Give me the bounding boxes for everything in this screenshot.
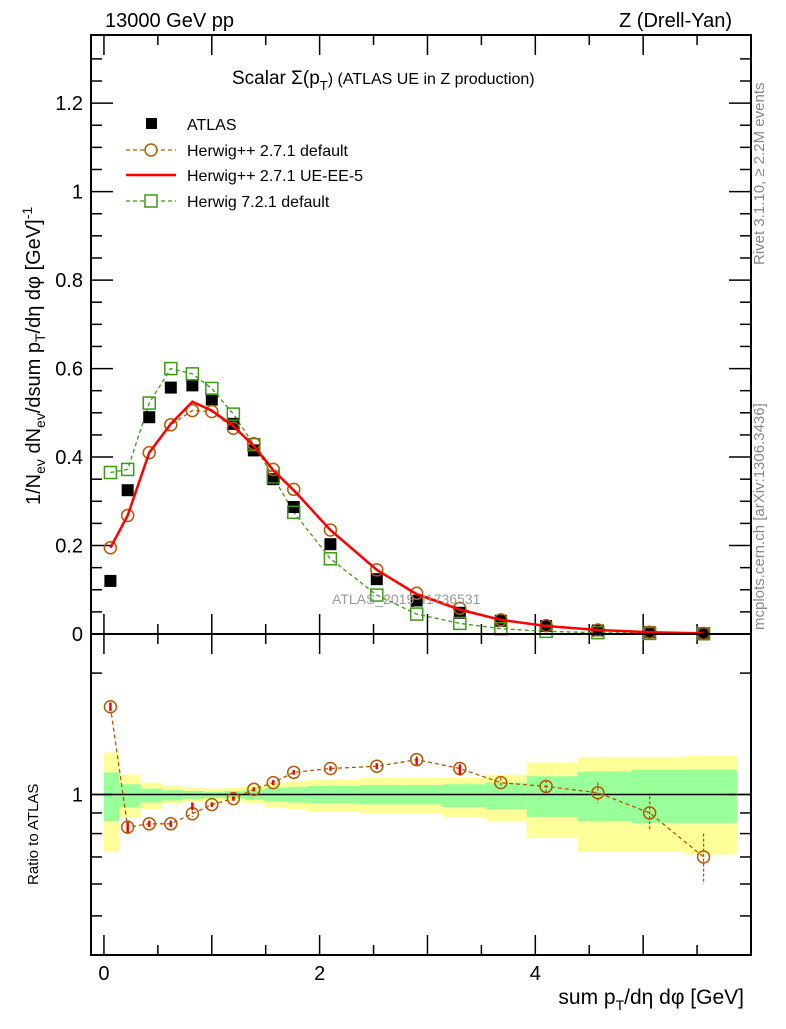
point-herwig7: [453, 616, 467, 631]
band-inner: [526, 776, 578, 817]
point-herwig7: [286, 505, 301, 520]
legend-label-atlas: ATLAS: [187, 117, 237, 134]
ratio-point-herwigpp-default: [120, 820, 135, 834]
point-atlas: [104, 574, 117, 587]
point-atlas: [143, 411, 156, 424]
data-marks: [103, 361, 711, 884]
point-herwigpp-default: [266, 462, 281, 477]
y-tick-label: 0.6: [55, 359, 83, 381]
ratio-frame: [90, 633, 752, 956]
point-herwigpp-default: [226, 421, 241, 436]
point-atlas: [186, 379, 199, 392]
band-inner: [631, 770, 684, 823]
point-atlas: [370, 573, 383, 586]
legend-marker-hpp-default: [144, 143, 158, 157]
point-herwig7: [142, 396, 156, 410]
band-inner: [119, 784, 141, 808]
point-herwig7: [370, 588, 384, 602]
point-herwigpp-default: [142, 445, 156, 460]
legend-marker-atlas: [146, 118, 157, 129]
legend-label-h7: Herwig 7.2.1 default: [187, 194, 330, 211]
point-atlas: [267, 473, 280, 486]
point-herwig7: [164, 361, 178, 376]
point-herwigpp-default: [103, 540, 118, 555]
watermark: ATLAS_2019_I1736531: [332, 591, 481, 607]
legend: ATLAS Herwig++ 2.7.1 default Herwig++ 2.…: [126, 117, 363, 211]
band-inner: [103, 772, 120, 821]
y-tick-label: 0.8: [55, 270, 83, 292]
ratio-point-herwigpp-default: [226, 791, 241, 806]
header-left: 13000 GeV pp: [105, 10, 234, 32]
point-herwigpp-default: [409, 586, 424, 601]
ratio-point-herwigpp-default: [494, 775, 508, 790]
band-inner: [442, 784, 486, 808]
band-inner: [162, 790, 183, 801]
point-herwig7: [120, 462, 135, 477]
ratio-point-herwigpp-default: [370, 759, 384, 774]
ratio-point-herwigpp-default: [323, 761, 338, 776]
x-tick-label: 4: [530, 963, 541, 985]
x-axis-label: sum pT/dη dφ [GeV]: [558, 986, 744, 1013]
ratio-point-herwigpp-default: [286, 765, 301, 780]
point-herwigpp-default: [247, 437, 261, 451]
point-atlas: [164, 381, 177, 394]
point-herwigpp-default: [286, 482, 301, 497]
ratio-y-tick-label: 1: [72, 785, 83, 807]
point-herwigpp-default: [120, 508, 135, 523]
y-tick-label: 0: [72, 624, 83, 646]
band-inner: [683, 770, 737, 823]
y-tick-label: 1: [72, 182, 83, 204]
point-atlas: [205, 393, 218, 406]
point-herwig7: [205, 381, 219, 396]
ratio-point-herwigpp-default: [205, 797, 219, 812]
ratio-point-herwigpp-default: [103, 700, 118, 714]
ratio-point-herwigpp-default: [142, 817, 156, 831]
line-herwigpp-ueee5: [109, 400, 704, 635]
plot-title: Scalar Σ(pT) (ATLAS UE in Z production): [232, 68, 535, 93]
y-tick-label: 0.4: [55, 447, 83, 469]
y-tick-label: 0.2: [55, 536, 83, 558]
point-herwig7: [103, 465, 118, 480]
point-herwigpp-default: [185, 403, 200, 418]
legend-label-hpp-ueee5: Herwig++ 2.7.1 UE-EE-5: [187, 168, 363, 185]
legend-marker-h7: [144, 194, 158, 208]
point-atlas: [324, 538, 337, 551]
point-herwig7: [409, 607, 424, 621]
ratio-point-herwigpp-default: [642, 806, 657, 820]
ratio-point-herwigpp-default: [539, 779, 553, 794]
main-y-axis-label: 1/Nev dNev/dsum pT/dη dφ [GeV]-1: [19, 207, 48, 505]
ratio-point-herwigpp-default: [409, 752, 424, 767]
x-tick-label: 2: [314, 963, 325, 985]
ratio-uncertainty-bands: [103, 752, 737, 855]
band-inner: [485, 782, 527, 810]
point-herwigpp-default: [323, 523, 338, 537]
side-label-mcplots: mcplots.cern.ch [arXiv:1306.3436]: [751, 403, 768, 630]
ratio-point-herwigpp-default: [591, 786, 605, 800]
point-herwig7: [226, 407, 241, 421]
ratio-point-herwigpp-default: [247, 782, 261, 797]
legend-label-hpp-default: Herwig++ 2.7.1 default: [187, 143, 349, 160]
point-herwigpp-default: [205, 404, 219, 419]
side-label-rivet: Rivet 3.1.10, ≥ 2.2M events: [751, 83, 768, 266]
band-inner: [577, 771, 632, 821]
ratio-point-herwigpp-default: [266, 775, 281, 790]
point-atlas: [121, 484, 134, 497]
ratio-point-herwigpp-default: [696, 850, 711, 864]
point-herwig7: [185, 367, 200, 381]
ratio-point-herwigpp-default: [164, 817, 178, 831]
band-inner: [140, 788, 163, 803]
point-herwigpp-default: [370, 563, 384, 577]
header-right: Z (Drell-Yan): [619, 10, 732, 32]
point-herwigpp-default: [164, 417, 178, 432]
y-tick-label: 1.2: [55, 93, 83, 115]
x-tick-label: 0: [98, 963, 109, 985]
ratio-y-axis-label: Ratio to ATLAS: [25, 784, 42, 885]
point-herwig7: [323, 552, 338, 566]
